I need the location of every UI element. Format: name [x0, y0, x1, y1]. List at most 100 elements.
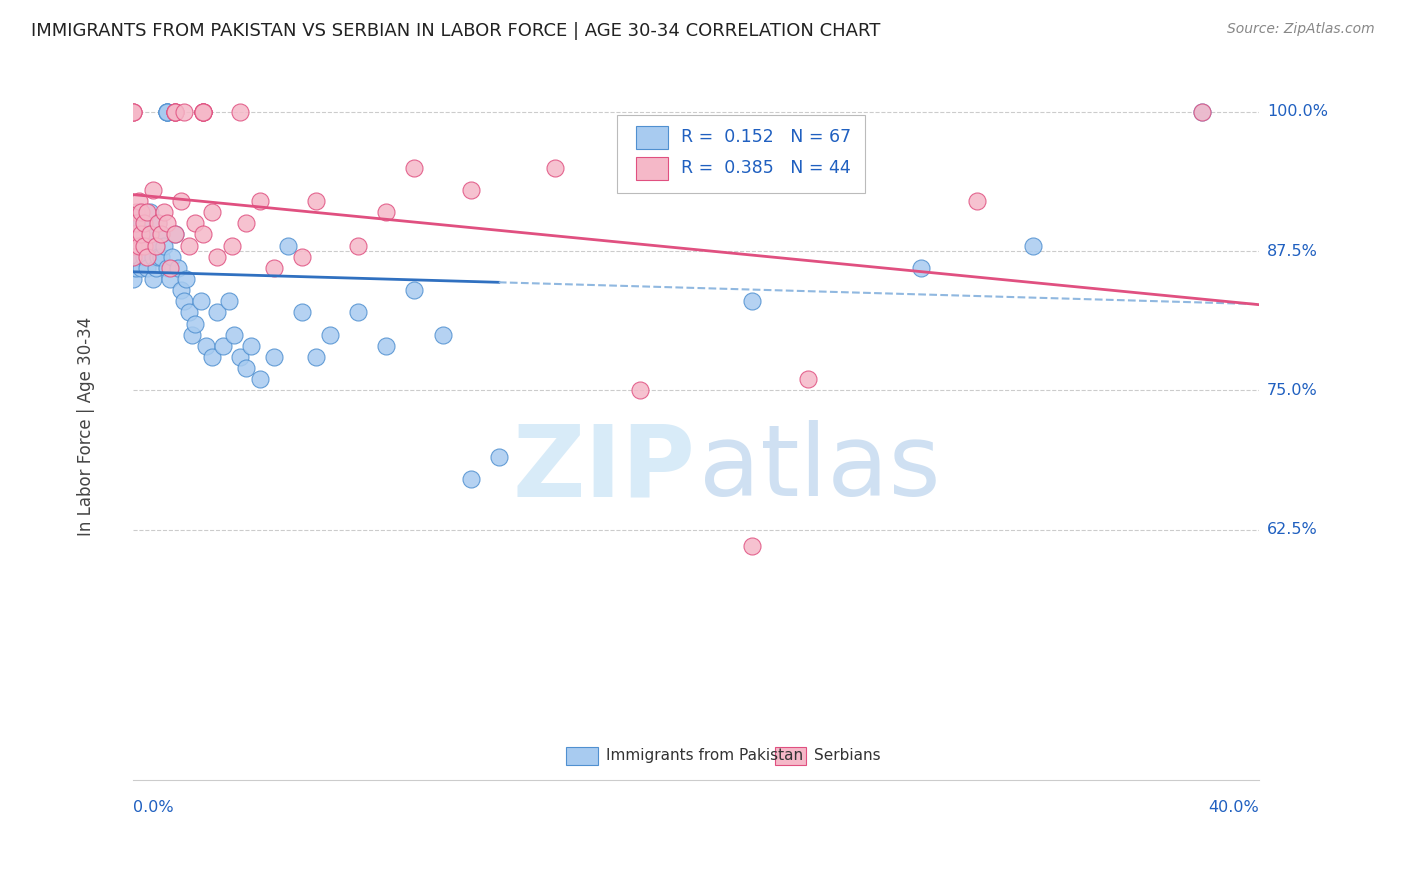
Point: [142, 250, 165, 264]
FancyBboxPatch shape: [617, 115, 865, 194]
Point: [156, 105, 179, 120]
Point: [201, 350, 224, 364]
Point: [1191, 105, 1213, 120]
Point: [122, 227, 145, 242]
Point: [134, 238, 156, 252]
Point: [966, 194, 988, 208]
Point: [142, 272, 165, 286]
Point: [128, 250, 150, 264]
Point: [207, 305, 229, 319]
Point: [131, 205, 153, 219]
Point: [122, 227, 145, 242]
Point: [142, 183, 165, 197]
Point: [162, 250, 184, 264]
Text: Immigrants from Pakistan: Immigrants from Pakistan: [606, 747, 803, 763]
Point: [1022, 238, 1045, 252]
Text: In Labor Force | Age 30-34: In Labor Force | Age 30-34: [77, 317, 94, 536]
Point: [488, 450, 510, 465]
Point: [249, 372, 271, 386]
Text: 100.0%: 100.0%: [1267, 104, 1329, 120]
Point: [134, 227, 156, 242]
Point: [176, 272, 198, 286]
Point: [125, 216, 148, 230]
Point: [136, 250, 159, 264]
Point: [159, 260, 181, 275]
Point: [165, 105, 187, 120]
Point: [404, 161, 426, 175]
Point: [156, 105, 179, 120]
Point: [404, 283, 426, 297]
Text: IMMIGRANTS FROM PAKISTAN VS SERBIAN IN LABOR FORCE | AGE 30-34 CORRELATION CHART: IMMIGRANTS FROM PAKISTAN VS SERBIAN IN L…: [31, 22, 880, 40]
Point: [291, 305, 314, 319]
Point: [263, 260, 285, 275]
Point: [145, 260, 167, 275]
Point: [156, 105, 179, 120]
Point: [195, 339, 218, 353]
Point: [375, 339, 398, 353]
Point: [131, 238, 153, 252]
Text: 87.5%: 87.5%: [1267, 244, 1317, 259]
Point: [224, 327, 246, 342]
Point: [190, 294, 212, 309]
Point: [184, 216, 207, 230]
Point: [179, 238, 201, 252]
Point: [240, 339, 263, 353]
Point: [741, 539, 763, 553]
Point: [136, 260, 159, 275]
Point: [221, 238, 243, 252]
Point: [128, 205, 150, 219]
Point: [165, 105, 187, 120]
Point: [122, 105, 145, 120]
FancyBboxPatch shape: [636, 126, 668, 149]
Point: [125, 205, 148, 219]
Point: [201, 205, 224, 219]
Point: [181, 327, 204, 342]
Point: [1191, 105, 1213, 120]
Point: [910, 260, 932, 275]
Point: [150, 227, 173, 242]
Point: [291, 250, 314, 264]
Point: [145, 238, 167, 252]
Point: [249, 194, 271, 208]
Text: 40.0%: 40.0%: [1208, 800, 1258, 815]
Point: [193, 105, 215, 120]
Point: [139, 227, 162, 242]
Point: [128, 238, 150, 252]
Point: [159, 272, 181, 286]
Point: [305, 350, 328, 364]
Point: [128, 194, 150, 208]
Point: [179, 305, 201, 319]
Point: [167, 260, 190, 275]
Text: atlas: atlas: [699, 420, 941, 517]
Point: [218, 294, 240, 309]
Point: [131, 227, 153, 242]
Point: [460, 183, 482, 197]
Point: [193, 227, 215, 242]
Point: [173, 105, 195, 120]
Point: [277, 238, 299, 252]
Point: [148, 216, 170, 230]
Point: [347, 238, 370, 252]
FancyBboxPatch shape: [567, 747, 598, 764]
Point: [347, 305, 370, 319]
Point: [432, 327, 454, 342]
Point: [212, 339, 235, 353]
Point: [319, 327, 342, 342]
Point: [170, 283, 193, 297]
Point: [122, 272, 145, 286]
FancyBboxPatch shape: [775, 747, 806, 764]
Point: [797, 372, 820, 386]
Point: [460, 472, 482, 486]
Point: [544, 161, 567, 175]
Point: [136, 205, 159, 219]
Point: [136, 238, 159, 252]
Point: [150, 227, 173, 242]
Point: [229, 105, 252, 120]
Point: [122, 260, 145, 275]
Point: [193, 105, 215, 120]
Point: [156, 105, 179, 120]
Text: 0.0%: 0.0%: [134, 800, 174, 815]
Point: [122, 238, 145, 252]
Point: [122, 105, 145, 120]
Point: [165, 105, 187, 120]
